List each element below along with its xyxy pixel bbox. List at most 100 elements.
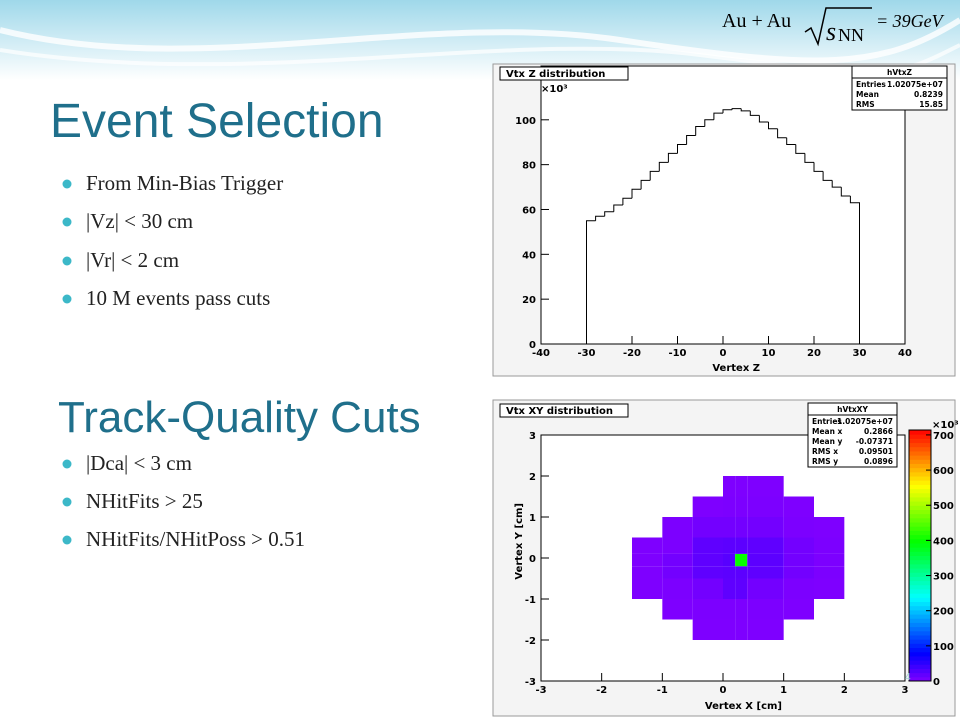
bullet-dot bbox=[62, 535, 72, 545]
heatmap-cell bbox=[814, 566, 845, 579]
heatmap-cell bbox=[844, 497, 874, 518]
bullet-text: NHitFits > 25 bbox=[86, 489, 203, 513]
heatmap-cell bbox=[662, 497, 692, 518]
colorbar-segment bbox=[909, 572, 931, 577]
heatmap-cell bbox=[632, 476, 662, 497]
colorbar-segment bbox=[909, 597, 931, 603]
heatmap-cell bbox=[783, 599, 814, 620]
colorbar-segment bbox=[909, 647, 931, 653]
formula-s: s bbox=[826, 17, 836, 46]
heatmap-cell bbox=[632, 578, 663, 599]
heatmap-cell bbox=[632, 517, 662, 538]
stats-label: RMS bbox=[856, 100, 875, 109]
colorbar-segment bbox=[909, 513, 931, 519]
heatmap-cell bbox=[735, 517, 748, 538]
stats-value: 1.02075e+07 bbox=[887, 80, 943, 89]
heatmap-cell bbox=[692, 496, 723, 517]
heatmap-cell bbox=[723, 599, 736, 620]
colorbar-segment bbox=[909, 622, 931, 628]
colorbar-segment bbox=[909, 576, 931, 582]
heatmap-cell bbox=[844, 476, 874, 497]
heatmap-cell bbox=[747, 599, 784, 620]
colorbar-segment bbox=[909, 676, 931, 682]
colorbar-segment bbox=[909, 484, 931, 490]
x-tick-label: 0 bbox=[720, 685, 727, 696]
heatmap-cell bbox=[632, 497, 662, 518]
chart: -3 -2 -1 0 1 2 3 -3 -2 -1 0 1 2 3 Vtx XY distribution h… bbox=[499, 402, 959, 712]
heatmap-cell bbox=[814, 497, 844, 518]
z-tick-label: 600 bbox=[933, 466, 954, 477]
colorbar-segment bbox=[909, 542, 931, 548]
histogram-step bbox=[704, 119, 714, 127]
heatmap-cell bbox=[662, 578, 693, 599]
histogram-step bbox=[804, 153, 814, 163]
histogram-step bbox=[749, 110, 760, 116]
title-box bbox=[499, 403, 629, 418]
heatmap-cell bbox=[723, 496, 736, 517]
heatmap-cell bbox=[662, 476, 692, 497]
colorbar-segment bbox=[909, 634, 931, 640]
histogram-step bbox=[795, 144, 805, 154]
heatmap-cell bbox=[662, 553, 693, 567]
heatmap-cell bbox=[632, 537, 663, 554]
y-tick-label: 2 bbox=[529, 472, 536, 483]
heatmap-cell bbox=[723, 537, 736, 554]
heatmap-cell bbox=[692, 599, 723, 620]
colorbar-segment bbox=[909, 655, 931, 661]
histogram-step bbox=[731, 108, 742, 110]
x-tick-label: 2 bbox=[841, 685, 848, 696]
colorbar-segment bbox=[909, 563, 931, 569]
bullet-list: |Dca| < 3 cm NHitFits > 25 NHitFits/NHitPo… bbox=[62, 451, 305, 551]
heatmap-cell bbox=[814, 578, 845, 599]
heatmap-cell bbox=[735, 496, 748, 517]
heatmap-cell bbox=[735, 476, 748, 497]
heatmap-cell bbox=[783, 566, 814, 579]
colorbar-segment bbox=[909, 480, 931, 485]
z-tick-label: 200 bbox=[933, 607, 954, 618]
x-tick-label: -3 bbox=[535, 685, 546, 696]
z-tick-label: 400 bbox=[933, 536, 954, 547]
heatmap-cell bbox=[844, 566, 874, 578]
y-tick-label: 80 bbox=[522, 161, 536, 172]
heatmap-cell bbox=[783, 496, 814, 517]
heatmap-cell bbox=[735, 553, 748, 567]
x-tick-label: -2 bbox=[596, 685, 607, 696]
histogram-step bbox=[631, 188, 642, 199]
x-axis-label: Vertex Z bbox=[712, 363, 760, 374]
heatmap-cell bbox=[747, 619, 784, 640]
colorbar-segment bbox=[909, 668, 931, 674]
colorbar-segment bbox=[909, 639, 931, 644]
heatmap-cell bbox=[632, 599, 662, 620]
colorbar-segment bbox=[909, 664, 931, 669]
z-tick-label: 300 bbox=[933, 572, 954, 583]
colorbar-segment bbox=[909, 559, 931, 565]
histogram-step bbox=[622, 197, 632, 205]
sqrt-sign bbox=[804, 7, 872, 47]
histogram-step bbox=[695, 126, 705, 136]
colorbar-segment bbox=[909, 614, 931, 619]
colorbar-segment bbox=[909, 630, 931, 636]
colorbar-segment bbox=[909, 618, 931, 623]
colorbar-segment bbox=[909, 505, 931, 510]
x-tick-label: 1 bbox=[780, 685, 787, 696]
colorbar-segment bbox=[909, 450, 931, 456]
z-tick-label: 0 bbox=[933, 677, 940, 688]
colorbar-segment bbox=[909, 509, 931, 515]
stats-box bbox=[807, 402, 898, 468]
histogram-step bbox=[786, 137, 796, 145]
histogram-step bbox=[686, 135, 696, 145]
heatmap-cell bbox=[662, 566, 693, 579]
heatmap-cell bbox=[735, 599, 748, 620]
heatmap-cell bbox=[723, 619, 736, 640]
heatmap-cell bbox=[692, 553, 723, 567]
histogram-step bbox=[667, 152, 678, 163]
x-tick-label: 10 bbox=[762, 348, 776, 359]
stats-label: Entries bbox=[856, 80, 886, 89]
histogram-step bbox=[595, 215, 605, 221]
z-multiplier: ×10³ bbox=[932, 420, 959, 431]
colorbar-segment bbox=[909, 467, 931, 473]
header-wave bbox=[0, 17, 960, 64]
heatmap-cell bbox=[735, 537, 748, 554]
x-axis-label: Vertex X [cm] bbox=[705, 701, 782, 712]
